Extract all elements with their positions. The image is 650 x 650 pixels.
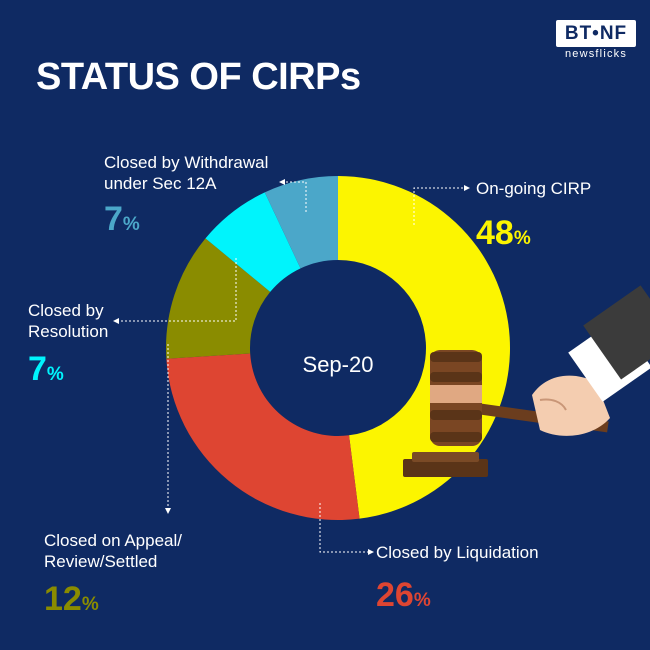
label-resolution-line2: Resolution: [28, 322, 109, 341]
label-ongoing-line1: On-going CIRP: [476, 179, 592, 198]
slice-closed-by-resolution: [205, 192, 301, 292]
logo-main: BT•NF: [556, 20, 636, 47]
label-resolution-line1: Closed by: [28, 301, 104, 320]
arrow-ongoing: [464, 185, 470, 191]
connector-resolution: [118, 258, 237, 322]
pct-appeal-value: 12: [44, 580, 82, 618]
logo-sub: newsflicks: [564, 48, 628, 60]
label-appeal-line2: Review/Settled: [44, 552, 158, 571]
pct-appeal: 12%: [44, 582, 99, 622]
label-resolution: Closed by Resolution: [28, 300, 108, 342]
gavel-hand-illustration: [403, 285, 650, 477]
arrow-resolution: [113, 318, 119, 324]
arrow-withdrawal: [279, 179, 285, 185]
label-appeal: Closed on Appeal/ Review/Settled: [44, 530, 182, 572]
pct-ongoing: 48%: [476, 216, 531, 256]
pct-withdrawal-value: 7: [104, 200, 123, 238]
slice-closed-by-liquidation: [166, 353, 360, 520]
connector-liquidation: [319, 503, 368, 553]
pct-liquidation-value: 26: [376, 576, 414, 614]
pct-ongoing-value: 48: [476, 214, 514, 252]
brand-logo: BT•NF newsflicks: [556, 20, 636, 60]
slice-closed-by-withdrawal-under-sec-12a: [264, 176, 338, 269]
pct-ongoing-symbol: %: [513, 228, 531, 249]
arrow-liquidation: [368, 549, 374, 555]
label-withdrawal-line1: Closed by Withdrawal: [104, 153, 269, 172]
pct-withdrawal: 7%: [104, 202, 140, 242]
connector-withdrawal: [284, 181, 307, 212]
pct-liquidation: 26%: [376, 578, 431, 618]
arrow-appeal: [165, 508, 171, 514]
slice-closed-on-appeal-review-settled: [166, 238, 271, 359]
label-liquidation: Closed by Liquidation: [376, 542, 539, 563]
label-appeal-line1: Closed on Appeal/: [44, 531, 182, 550]
pct-liquidation-symbol: %: [413, 590, 431, 611]
page-title: STATUS OF CIRPs: [36, 56, 361, 98]
pct-resolution-value: 7: [28, 350, 47, 388]
label-ongoing: On-going CIRP: [476, 178, 591, 199]
pct-appeal-symbol: %: [81, 594, 99, 615]
pct-resolution-symbol: %: [46, 364, 64, 385]
label-withdrawal: Closed by Withdrawal under Sec 12A: [104, 152, 268, 194]
pct-resolution: 7%: [28, 352, 64, 392]
connector-lines: [118, 181, 464, 553]
connector-ongoing: [413, 187, 464, 225]
center-label: Sep-20: [303, 352, 374, 377]
pct-withdrawal-symbol: %: [122, 214, 140, 235]
label-withdrawal-line2: under Sec 12A: [104, 174, 217, 193]
label-liquidation-line1: Closed by Liquidation: [376, 543, 539, 562]
